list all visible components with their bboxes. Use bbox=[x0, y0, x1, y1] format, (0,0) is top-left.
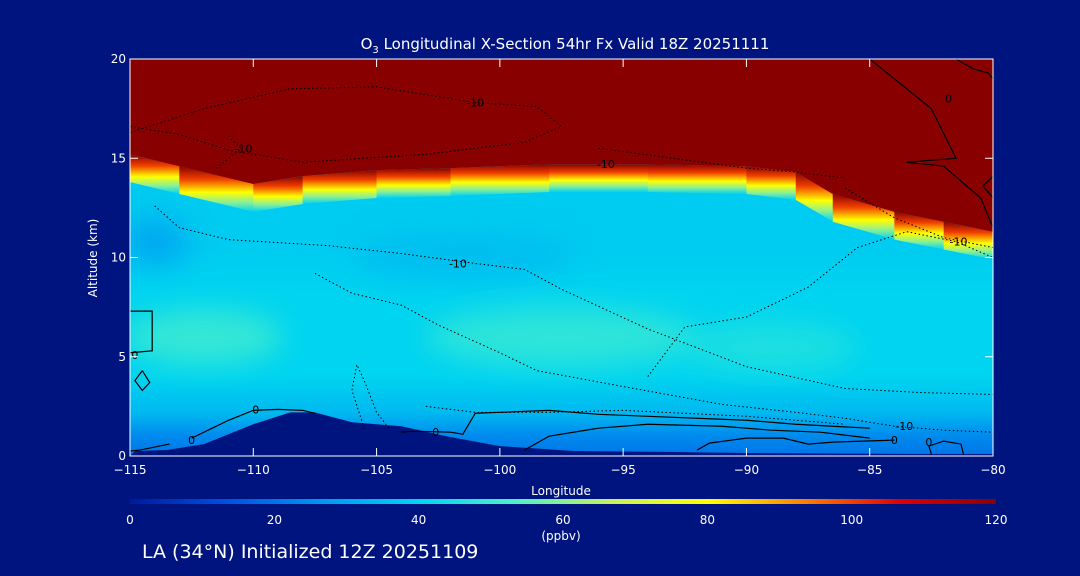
x-tick-label: −90 bbox=[734, 463, 759, 477]
tropopause-transition-band bbox=[130, 154, 180, 194]
colorbar-unit-label: (ppbv) bbox=[541, 529, 580, 543]
contour-line bbox=[955, 59, 993, 80]
x-tick-label: −80 bbox=[980, 463, 1005, 477]
contour-label: 0 bbox=[432, 426, 439, 439]
colorbar-tick-label: 100 bbox=[840, 513, 863, 527]
run-subtitle: LA (34°N) Initialized 12Z 20251109 bbox=[142, 541, 479, 563]
tropopause-transition-band bbox=[302, 170, 378, 204]
y-tick-label: 15 bbox=[111, 151, 126, 165]
contour-label: -10 bbox=[949, 236, 967, 249]
contour-line bbox=[191, 408, 316, 439]
contour-line bbox=[130, 310, 153, 354]
contour-label: -10 bbox=[895, 420, 913, 433]
colorbar-tick-label: 40 bbox=[411, 513, 426, 527]
y-tick-label: 5 bbox=[118, 350, 126, 364]
tropopause-transition-band bbox=[450, 164, 550, 196]
contour-line bbox=[928, 440, 964, 455]
y-axis-label: Altitude (km) bbox=[86, 219, 100, 298]
colorbar-ticks: 0 20 40 60 80 100 120 bbox=[126, 513, 1007, 527]
heatmap-blob bbox=[130, 309, 283, 365]
colorbar-tick-label: 0 bbox=[126, 513, 134, 527]
x-tick-label: −115 bbox=[114, 463, 147, 477]
tropopause-transition-band bbox=[832, 193, 895, 240]
contour-label: -10 bbox=[466, 97, 484, 110]
contour-label: 0 bbox=[252, 403, 259, 416]
contour-line bbox=[869, 59, 993, 228]
contour-label: -10 bbox=[597, 158, 615, 171]
contour-label: -10 bbox=[449, 257, 467, 270]
y-tick-label: 0 bbox=[118, 449, 126, 463]
heatmap-blob bbox=[684, 323, 858, 371]
contour-line bbox=[401, 409, 870, 435]
colorbar-strip bbox=[130, 499, 996, 504]
colorbar-tick-label: 60 bbox=[555, 513, 570, 527]
heatmap-blob bbox=[425, 307, 698, 367]
heatmap-blobs bbox=[130, 217, 858, 371]
contour-line bbox=[314, 272, 993, 433]
contour-label: 0 bbox=[131, 349, 138, 362]
y-tick-label: 20 bbox=[111, 52, 126, 66]
colorbar-tick-label: 120 bbox=[985, 513, 1008, 527]
contour-line bbox=[524, 423, 870, 451]
contour-line bbox=[844, 187, 993, 249]
x-axis: −115 −110 −105 −100 −95 −90 −85 −80 bbox=[114, 59, 1006, 477]
tropopause-transition-band bbox=[795, 172, 834, 222]
tropopause-transition-band bbox=[549, 164, 649, 192]
contour-line bbox=[982, 175, 993, 199]
heatmap-blob bbox=[351, 233, 574, 282]
contour-line bbox=[351, 363, 390, 429]
x-tick-label: −110 bbox=[237, 463, 270, 477]
tropopause-transition-band bbox=[376, 168, 452, 198]
contour-line bbox=[425, 405, 846, 425]
tropopause-transition-band bbox=[647, 164, 748, 194]
x-tick-label: −105 bbox=[360, 463, 393, 477]
x-tick-label: −100 bbox=[483, 463, 516, 477]
contour-line bbox=[154, 205, 993, 395]
tropopause-transition-band bbox=[179, 166, 254, 212]
contour-line bbox=[647, 231, 993, 377]
chart-title: O3 Longitudinal X-Section 54hr Fx Valid … bbox=[360, 35, 770, 56]
x-tick-label: −85 bbox=[857, 463, 882, 477]
tropopause-transition-band bbox=[894, 211, 945, 250]
y-tick-label: 10 bbox=[111, 251, 126, 265]
contour-label: 0 bbox=[925, 436, 932, 449]
contour-line bbox=[134, 370, 151, 392]
colorbar: 0 20 40 60 80 100 120 (ppbv) bbox=[126, 499, 1007, 543]
stratosphere-region bbox=[130, 59, 993, 232]
colorbar-tick-label: 80 bbox=[700, 513, 715, 527]
contour-label: 0 bbox=[891, 434, 898, 447]
contour-label: -10 bbox=[234, 142, 252, 155]
contour-line bbox=[598, 147, 846, 179]
heatmap-blob bbox=[130, 217, 190, 266]
tropopause-transition-band bbox=[746, 166, 797, 200]
terrain-mask bbox=[130, 412, 993, 456]
x-tick-label: −95 bbox=[610, 463, 635, 477]
colorbar-tick-label: 20 bbox=[267, 513, 282, 527]
tropopause-transition-band bbox=[253, 176, 304, 212]
contour-line bbox=[696, 437, 895, 451]
x-axis-label: Longitude bbox=[531, 484, 591, 498]
contour-label: 0 bbox=[945, 93, 952, 106]
tropopause-transition-band bbox=[943, 221, 993, 260]
contour-line bbox=[130, 443, 170, 452]
contour-label: 0 bbox=[188, 434, 195, 447]
